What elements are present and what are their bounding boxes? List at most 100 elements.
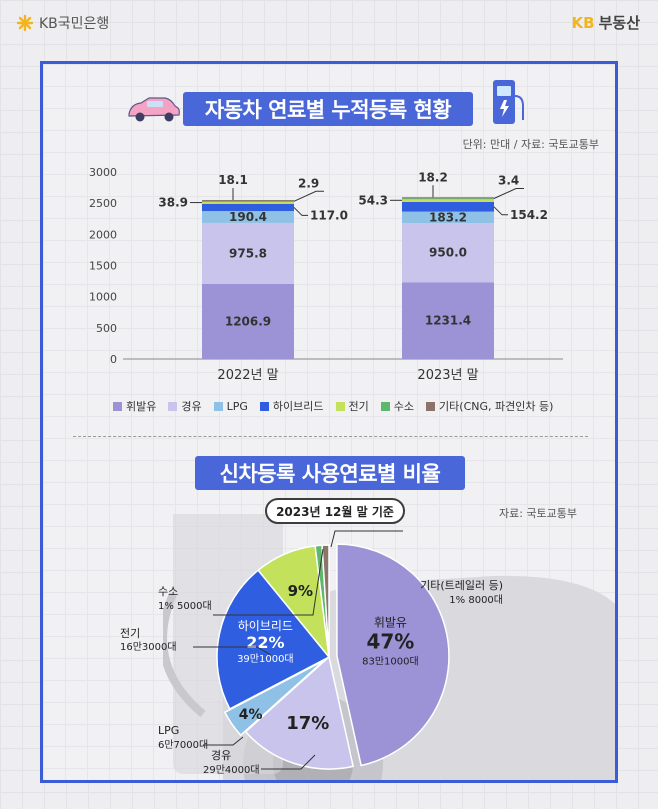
- legend-item: 기타(CNG, 파견인차 등): [426, 398, 553, 414]
- y-tick-label: 2000: [89, 228, 117, 241]
- y-tick-label: 2500: [89, 197, 117, 210]
- callout-line: [493, 188, 524, 199]
- slice-percent: 47%: [366, 629, 414, 653]
- as-of-badge: 2023년 12월 말 기준: [265, 498, 405, 524]
- callout-line: [213, 548, 324, 616]
- chart1-title: 자동차 연료별 누적등록 현황: [183, 92, 473, 126]
- callout-line: [330, 530, 403, 548]
- y-tick-label: 1000: [89, 291, 117, 304]
- battery-charger-icon: [493, 80, 524, 124]
- legend-label: 기타(CNG, 파견인차 등): [439, 400, 554, 413]
- callout-line: [203, 736, 244, 746]
- y-tick-label: 0: [110, 353, 117, 366]
- slice-name: 수소: [158, 585, 178, 598]
- data-label: 3.4: [498, 174, 519, 188]
- bar-segment: [202, 200, 294, 202]
- legend-item: 경유: [168, 398, 202, 414]
- pie-slice: [244, 655, 355, 770]
- data-label: 38.9: [158, 196, 188, 210]
- data-label: 154.2: [510, 208, 548, 222]
- pie-slice: [216, 569, 331, 710]
- legend-label: 수소: [393, 400, 415, 413]
- bar-chart-legend: 휘발유 경유 LPG 하이브리드 전기 수소 기타(CNG, 파견인차 등): [113, 398, 553, 414]
- chart2-source: 자료: 국토교통부: [498, 507, 577, 520]
- slice-name: 휘발유: [374, 615, 407, 629]
- pie-slice: [321, 544, 330, 658]
- pie-slice: [336, 543, 450, 767]
- slice-percent: 22%: [246, 633, 284, 652]
- callout-line: [293, 190, 324, 202]
- legend-label: LPG: [226, 399, 248, 413]
- kb-bank-logo: KB국민은행: [16, 13, 109, 33]
- top-bar: KB국민은행 KB 부동산: [0, 0, 658, 48]
- legend-label: 휘발유: [126, 400, 157, 413]
- legend-item: 수소: [380, 398, 415, 414]
- bar-segment: [202, 201, 294, 202]
- legend-item: 휘발유: [113, 398, 156, 414]
- legend-label: 경유: [181, 400, 202, 413]
- data-label: 183.2: [429, 210, 467, 224]
- legend-item: LPG: [213, 398, 248, 414]
- legend-swatch: [168, 401, 178, 411]
- slice-name: 전기: [120, 627, 140, 640]
- slice-percent: 4%: [239, 707, 263, 723]
- kb-bank-name: KB국민은행: [39, 16, 110, 32]
- car-icon: [128, 97, 180, 122]
- callout-line: [493, 206, 508, 216]
- legend-label: 전기: [348, 400, 369, 413]
- data-label: 54.3: [358, 193, 388, 207]
- bar-segment: [402, 197, 494, 199]
- bar-segment: [402, 211, 494, 224]
- legend-swatch: [259, 401, 269, 411]
- data-label: 18.1: [218, 173, 248, 187]
- slice-label: 1% 8000대: [449, 594, 503, 606]
- data-label: 975.8: [229, 246, 267, 260]
- legend-label: 하이브리드: [272, 400, 324, 413]
- slice-count: 6만7000대: [158, 739, 208, 751]
- data-label: 2.9: [298, 176, 319, 190]
- legend-swatch: [426, 401, 436, 411]
- kb-realestate-logo: KB 부동산: [572, 12, 640, 33]
- data-label: 950.0: [429, 246, 467, 260]
- slice-percent: 17%: [286, 713, 329, 734]
- chart2-title: 신차등록 사용연료별 비율: [195, 456, 465, 490]
- legend-swatch: [113, 401, 122, 411]
- bar-segment: [402, 198, 494, 202]
- y-tick-label: 3000: [89, 166, 117, 179]
- data-label: 18.2: [418, 170, 448, 184]
- slice-name: 기타(트레일러 등): [420, 578, 503, 592]
- bar-segment: [402, 223, 494, 283]
- callout-line: [261, 754, 316, 770]
- legend-swatch: [380, 401, 390, 411]
- stacked-bar-chart: 0 500 1000 1500 2000 2500 3000 1206.9 975.8 190.4…: [89, 166, 563, 383]
- data-label: 190.4: [229, 210, 267, 224]
- bar-segment: [202, 201, 294, 204]
- bar-segment: [402, 201, 494, 212]
- bar-segment: [202, 222, 294, 284]
- legend-item: 하이브리드: [259, 398, 324, 414]
- chart1-unit-note: 단위: 만대 / 자료: 국토교통부: [462, 138, 599, 151]
- callout-line: [193, 646, 272, 656]
- callout-line: [293, 207, 308, 216]
- slice-name: 경유: [211, 749, 231, 762]
- pie-slice: [223, 659, 325, 737]
- realestate-name: 부동산: [598, 14, 640, 32]
- slice-count: 39만1000대: [237, 653, 294, 665]
- y-tick-label: 1500: [89, 260, 117, 273]
- data-label: 117.0: [310, 208, 348, 222]
- category-label: 2023년 말: [417, 368, 478, 383]
- bar-segment: [402, 198, 494, 200]
- slice-name: LPG: [158, 724, 179, 737]
- star-icon: [16, 14, 34, 32]
- infographic-frame: 자동차 연료별 누적등록 현황 단위: 만대 / 자료: 국토교통부 0 500 1…: [40, 61, 618, 783]
- bar-segment: [202, 203, 294, 212]
- legend-swatch: [213, 401, 223, 411]
- kb-mark: KB: [571, 14, 595, 32]
- category-label: 2022년 말: [217, 368, 278, 383]
- slice-name: 하이브리드: [238, 619, 293, 633]
- slice-percent: 9%: [288, 582, 313, 600]
- slice-label: 1% 5000대: [158, 600, 212, 612]
- bar-segment: [202, 283, 294, 359]
- y-tick-label: 500: [96, 322, 117, 335]
- section-divider: [73, 436, 588, 437]
